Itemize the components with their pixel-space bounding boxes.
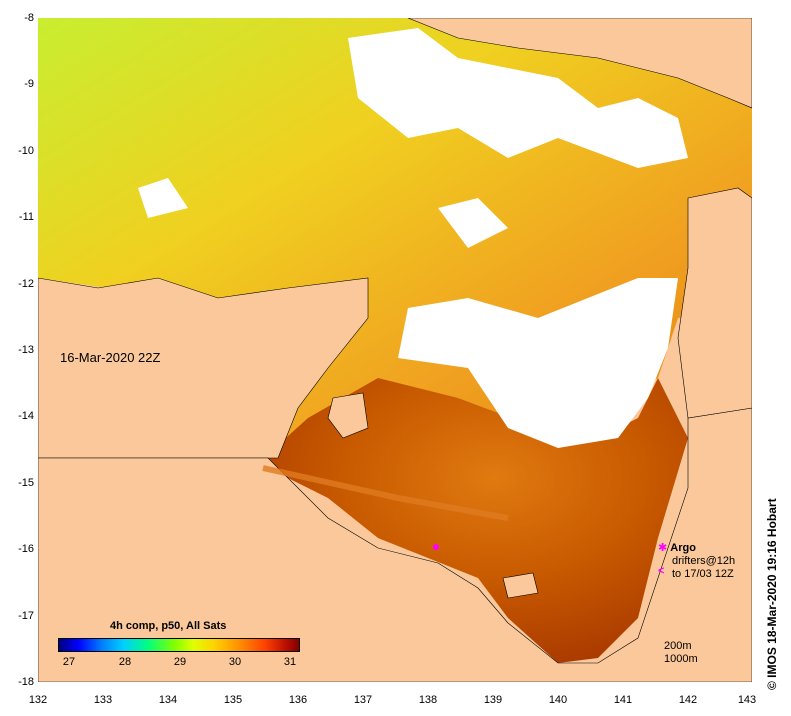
map-legend: ✱ Argo < drifters@12h to 17/03 12Z (658, 542, 735, 581)
x-tick-label: 136 (288, 694, 308, 706)
temperature-colorbar (58, 638, 300, 652)
colorbar-tick: 28 (118, 656, 132, 668)
x-tick-label: 142 (678, 694, 698, 706)
x-tick-label: 135 (223, 694, 243, 706)
colorbar-tick: 27 (62, 656, 76, 668)
depth-200m-label: 200m (664, 640, 692, 652)
argo-float-marker (433, 544, 439, 550)
y-tick-label: -8 (24, 12, 34, 24)
drifter-track (262, 465, 509, 521)
gulf-of-carpentaria (258, 378, 688, 663)
y-tick-label: -13 (18, 344, 34, 356)
cloud-patch (138, 178, 188, 218)
cloud-patch (348, 28, 688, 168)
land-northeast (407, 18, 752, 109)
drifters-legend-row: < drifters@12h to 17/03 12Z (658, 555, 735, 581)
cloud-patch (438, 198, 508, 248)
island-mornington (502, 572, 539, 599)
colorbar-tick: 31 (283, 656, 297, 668)
colorbar-title: 4h comp, p50, All Sats (110, 620, 227, 632)
argo-label: Argo (670, 542, 696, 554)
y-tick-label: -18 (18, 676, 34, 688)
map-area (38, 18, 752, 682)
land-south (38, 407, 752, 682)
y-tick-label: -15 (18, 477, 34, 489)
argo-legend-row: ✱ Argo (658, 542, 735, 555)
drifters-label-line2: to 17/03 12Z (672, 568, 734, 580)
x-tick-label: 134 (158, 694, 178, 706)
x-tick-label: 140 (548, 694, 568, 706)
depth-contour-legend: 200m 1000m (664, 640, 698, 666)
y-tick-label: -10 (18, 145, 34, 157)
y-tick-label: -11 (18, 211, 34, 223)
x-tick-label: 143 (737, 694, 757, 706)
map-timestamp: 16-Mar-2020 22Z (60, 350, 161, 365)
imos-credit: © IMOS 18-Mar-2020 19:16 Hobart (765, 498, 779, 690)
colorbar-tick: 30 (228, 656, 242, 668)
x-tick-label: 141 (613, 694, 633, 706)
depth-1000m-label: 1000m (664, 653, 698, 665)
drifters-label-line1: drifters@12h (672, 555, 736, 567)
land-cape-york (677, 187, 752, 419)
x-tick-label: 139 (483, 694, 503, 706)
y-tick-label: -12 (18, 278, 34, 290)
drifter-arrow-icon: < (658, 565, 665, 577)
island-groote (327, 392, 369, 439)
sst-map-canvas (38, 18, 752, 682)
x-tick-label: 132 (28, 694, 48, 706)
x-tick-label: 133 (93, 694, 113, 706)
y-tick-label: -14 (18, 410, 34, 422)
colorbar-tick: 29 (173, 656, 187, 668)
y-tick-label: -9 (24, 78, 34, 90)
cloud-patch (398, 278, 678, 448)
y-tick-label: -16 (18, 543, 34, 555)
x-tick-label: 137 (353, 694, 373, 706)
argo-icon: ✱ (658, 542, 668, 554)
x-tick-label: 138 (418, 694, 438, 706)
y-tick-label: -17 (18, 610, 34, 622)
